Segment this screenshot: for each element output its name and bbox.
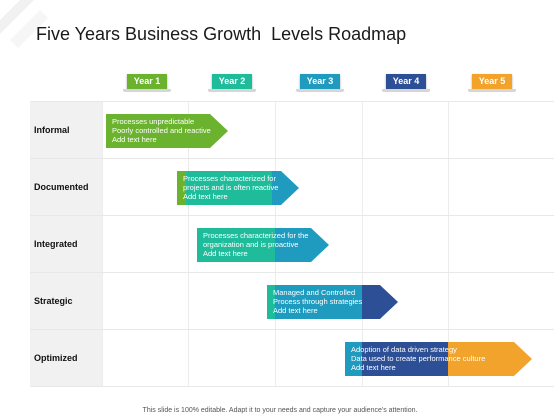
arrow-text-line: Process through strategies <box>273 297 363 306</box>
arrow-text-line: Data used to create performance culture <box>351 354 486 363</box>
roadmap-grid: Informal Documented Integrated Strategic… <box>30 101 554 387</box>
arrow-text-line: Poorly controlled and reactive <box>112 126 211 135</box>
roadmap-row-strategic: Strategic <box>30 272 554 329</box>
arrow-text-line: projects and is often reactive <box>183 183 279 192</box>
arrow-text-line: Add text here <box>351 363 396 372</box>
grid-line <box>362 101 363 387</box>
row-label: Integrated <box>30 216 102 272</box>
arrow-text-line: Processes characterized for the <box>203 231 309 240</box>
arrow-text-line: Add text here <box>112 135 157 144</box>
arrow-text-line: Processes characterized for <box>183 174 276 183</box>
roadmap-row-integrated: Integrated <box>30 215 554 272</box>
year-1-tab: Year 1 <box>123 74 171 92</box>
roadmap-row-optimized: Optimized <box>30 329 554 387</box>
arrow-text-line: Managed and Controlled <box>273 288 356 297</box>
row-label: Documented <box>30 159 102 215</box>
row-label: Optimized <box>30 330 102 386</box>
page-title: Five Years Business Growth Levels Roadma… <box>36 24 407 44</box>
grid-line <box>102 101 103 387</box>
arrow-text-line: Add text here <box>183 192 228 201</box>
integrated-arrow: Processes characterized for the organiza… <box>197 228 329 262</box>
strategic-arrow: Managed and Controlled Process through s… <box>267 285 398 319</box>
footer-note: This slide is 100% editable. Adapt it to… <box>142 407 418 414</box>
corner-decoration <box>0 0 48 48</box>
arrow-text-line: Adoption of data driven strategy <box>351 345 457 354</box>
year-4-tab: Year 4 <box>382 74 430 92</box>
arrow-text-line: Processes unpredictable <box>112 117 195 126</box>
arrow-text-line: Add text here <box>273 306 318 315</box>
arrow-text-line: organization and is proactive <box>203 240 299 249</box>
grid-line <box>448 101 449 387</box>
roadmap-row-informal: Informal <box>30 101 554 158</box>
roadmap-row-documented: Documented <box>30 158 554 215</box>
year-2-tab: Year 2 <box>208 74 256 92</box>
year-5-tab: Year 5 <box>468 74 516 92</box>
grid-line <box>188 101 189 387</box>
year-3-tab: Year 3 <box>296 74 344 92</box>
optimized-arrow: Adoption of data driven strategy Data us… <box>345 342 532 376</box>
row-label: Informal <box>30 102 102 158</box>
arrow-text-line: Add text here <box>203 249 248 258</box>
informal-arrow: Processes unpredictable Poorly controlle… <box>106 114 228 148</box>
documented-arrow: Processes characterized for projects and… <box>177 171 299 205</box>
row-label: Strategic <box>30 273 102 329</box>
